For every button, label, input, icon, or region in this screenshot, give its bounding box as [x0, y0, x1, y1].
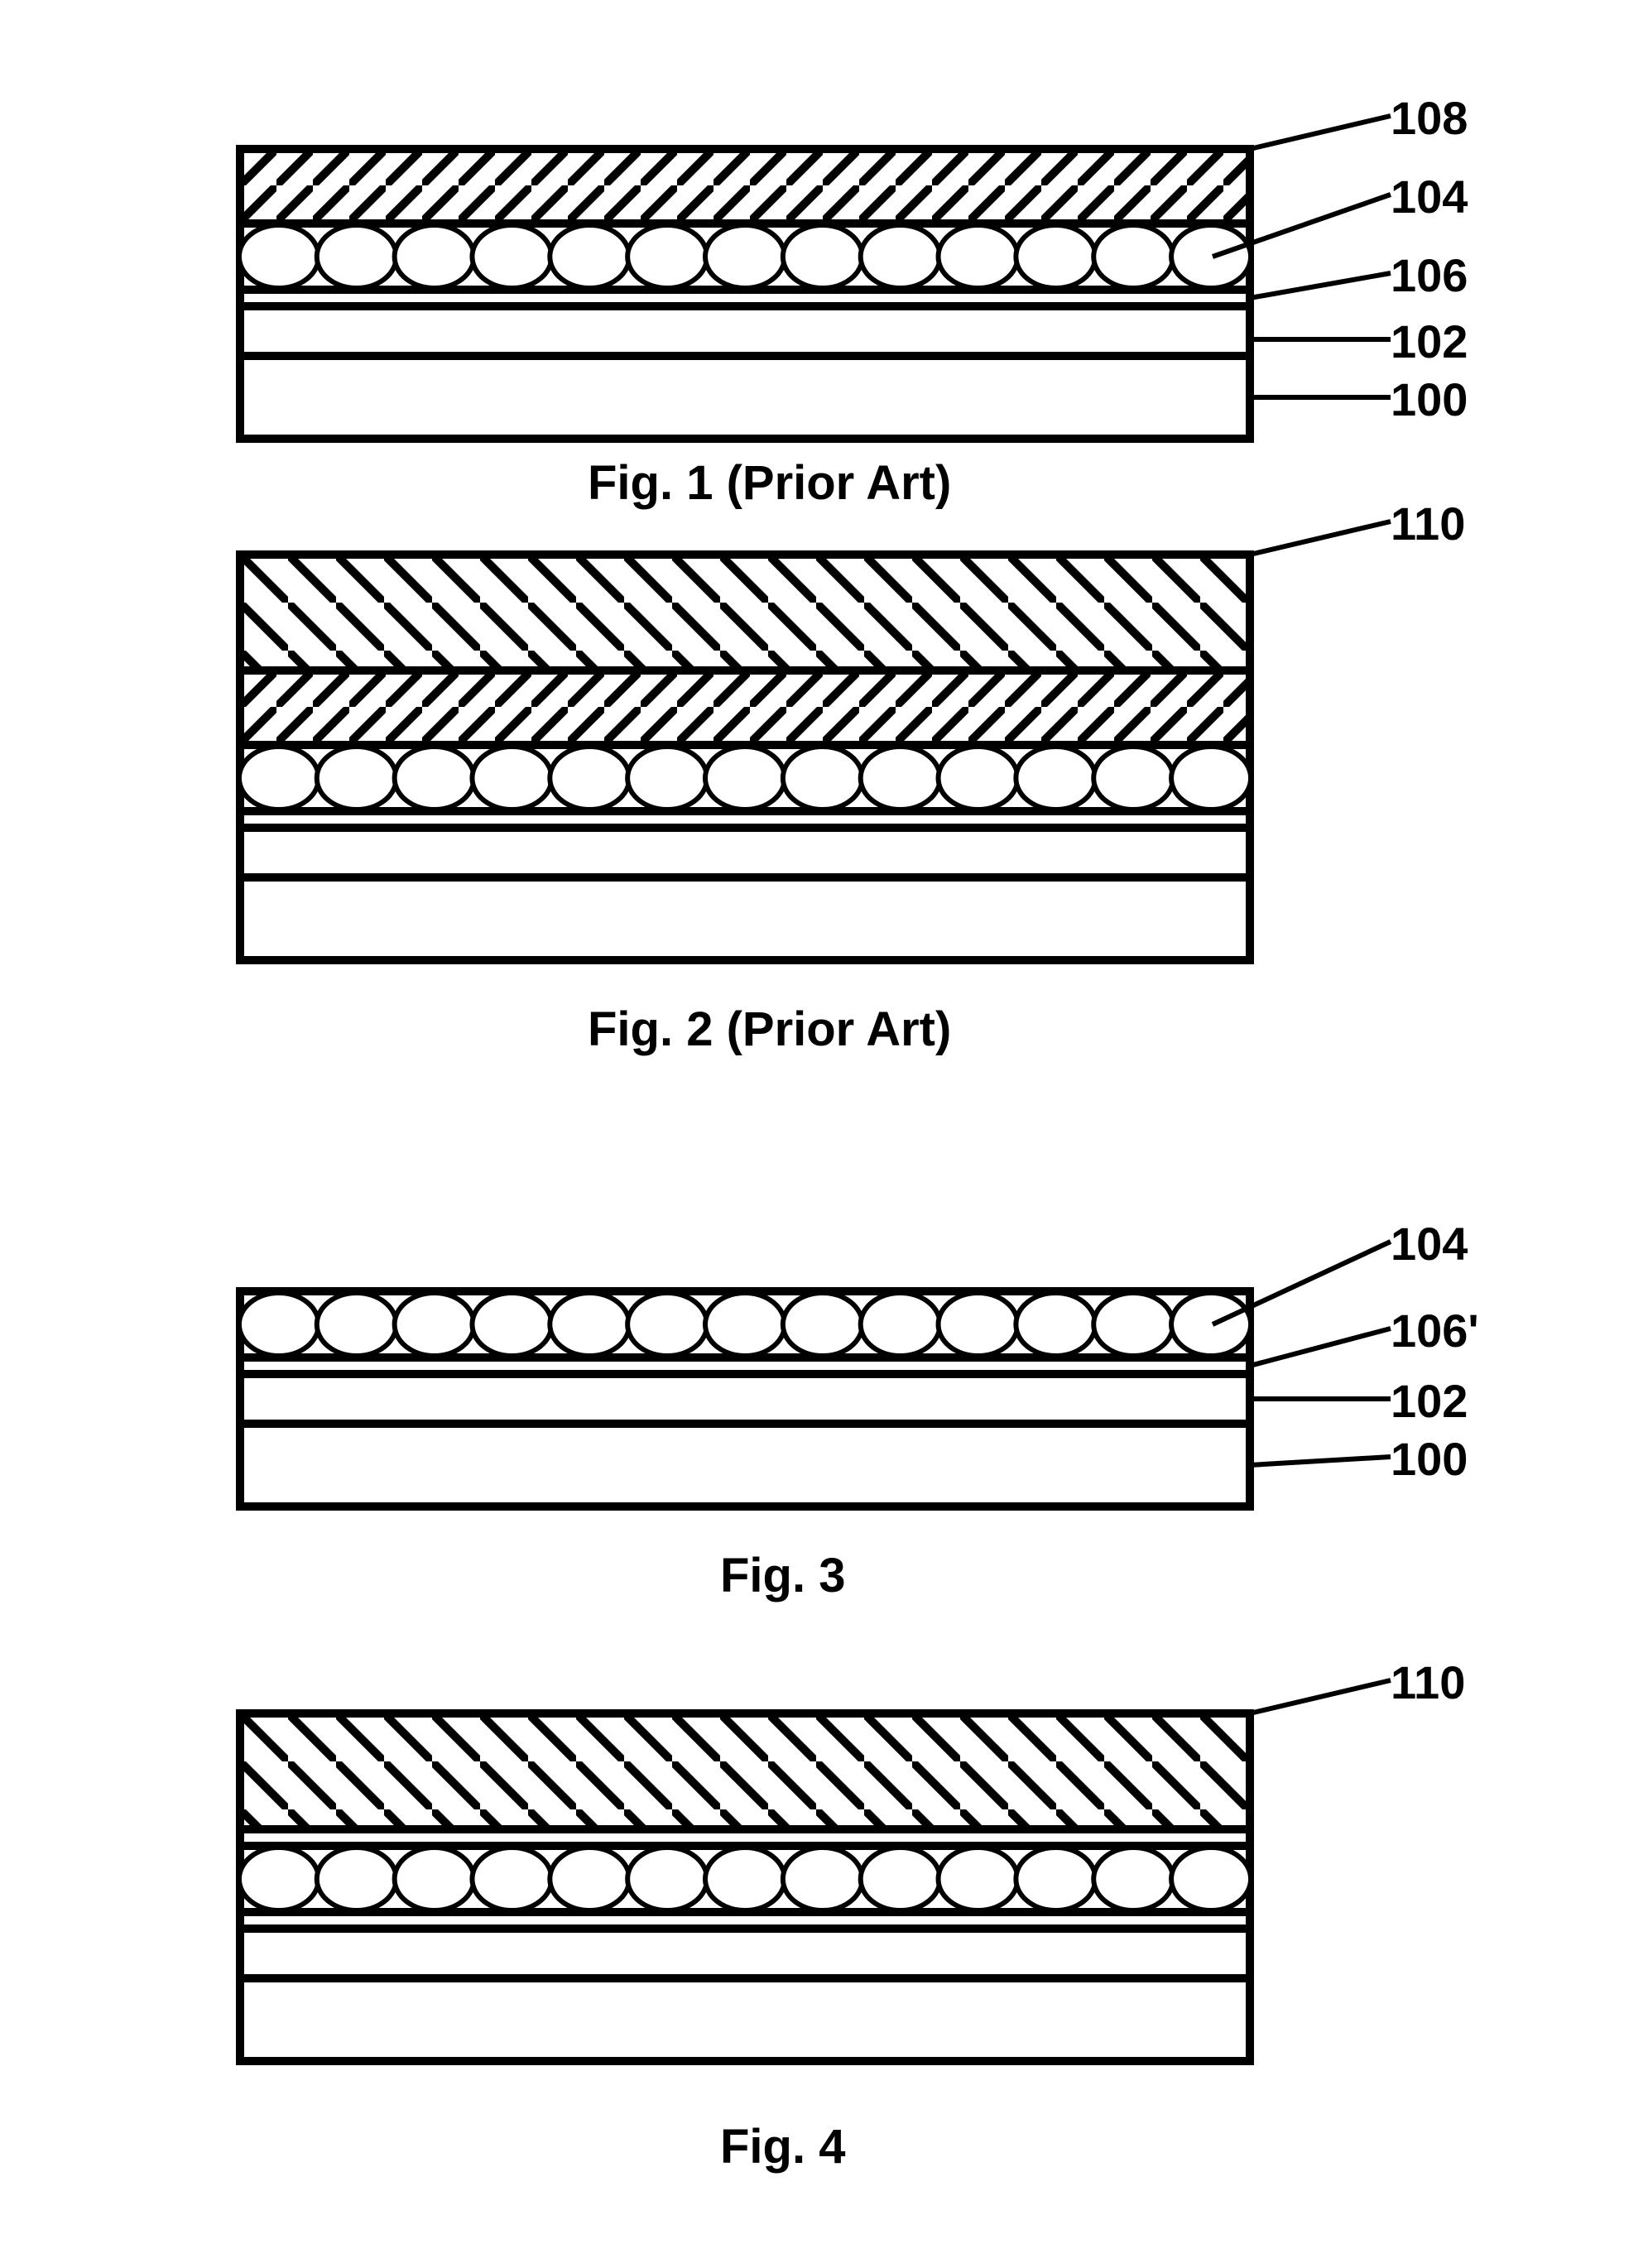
- figure-caption: Fig. 4: [720, 2119, 845, 2174]
- figure-caption: Fig. 3: [720, 1548, 845, 1603]
- figure-caption: Fig. 2 (Prior Art): [588, 1002, 951, 1057]
- ref-label: 102: [1391, 315, 1468, 368]
- ref-label: 104: [1391, 1217, 1468, 1271]
- ref-label: 106': [1391, 1304, 1479, 1357]
- ref-label: 110: [1391, 497, 1465, 550]
- ref-label: 102: [1391, 1374, 1468, 1428]
- figure-caption: Fig. 1 (Prior Art): [588, 455, 951, 511]
- ref-label: 106: [1391, 248, 1468, 302]
- ref-label: 110: [1391, 1655, 1465, 1709]
- ref-label: 108: [1391, 91, 1468, 145]
- ref-label: 100: [1391, 372, 1468, 426]
- ref-label: 104: [1391, 170, 1468, 223]
- diagram-page: 108104106102100Fig. 1 (Prior Art)110Fig.…: [0, 0, 1648, 2268]
- ref-label: 100: [1391, 1432, 1468, 1486]
